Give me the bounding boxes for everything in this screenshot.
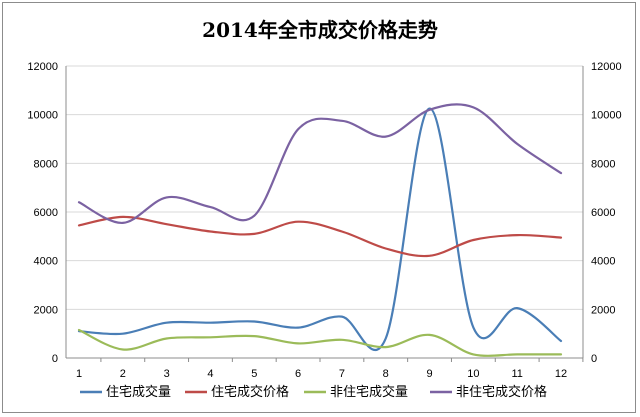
y-left-tick-label: 2000 xyxy=(34,304,58,316)
x-tick-label: 12 xyxy=(555,368,567,380)
x-tick-label: 1 xyxy=(76,368,82,380)
x-tick-label: 5 xyxy=(251,368,257,380)
x-tick-label: 2 xyxy=(120,368,126,380)
grid-lines xyxy=(66,65,583,359)
y-left-tick-label: 10000 xyxy=(27,110,58,122)
y-left-tick-label: 4000 xyxy=(34,256,58,268)
series-line-2 xyxy=(77,215,563,258)
x-tick-label: 11 xyxy=(511,368,522,380)
series-line-3 xyxy=(77,328,563,357)
legend-label: 非住宅成交量 xyxy=(330,384,408,400)
legend: 住宅成交量 住宅成交价格 非住宅成交量 非住宅成交价格 xyxy=(80,384,547,400)
axes: 0 0 2000 2000 4000 4000 6000 6000 8000 8000 10000 1… xyxy=(27,61,621,380)
legend-label: 住宅成交价格 xyxy=(211,384,289,400)
y-right-tick-label: 2000 xyxy=(591,304,615,316)
x-tick-label: 9 xyxy=(426,368,432,380)
y-right-tick-label: 12000 xyxy=(591,61,622,73)
x-tick-label: 10 xyxy=(467,368,479,380)
series-line-4 xyxy=(77,103,563,225)
x-tick-label: 8 xyxy=(383,368,389,380)
y-left-tick-label: 8000 xyxy=(34,158,58,170)
y-right-tick-label: 0 xyxy=(591,353,597,365)
y-right-tick-label: 10000 xyxy=(591,110,622,122)
y-right-tick-label: 6000 xyxy=(591,207,615,219)
x-tick-label: 7 xyxy=(339,368,345,380)
series-line-1 xyxy=(77,107,563,351)
y-left-tick-label: 6000 xyxy=(34,207,58,219)
y-left-tick-label: 0 xyxy=(52,353,58,365)
chart-title: 2014年全市成交价格走势 xyxy=(202,18,438,42)
y-left-tick-label: 12000 xyxy=(27,61,58,73)
y-right-tick-label: 8000 xyxy=(591,158,615,170)
x-tick-label: 6 xyxy=(295,368,301,380)
x-tick-label: 4 xyxy=(207,368,213,380)
y-right-tick-label: 4000 xyxy=(591,256,615,268)
x-tick-label: 3 xyxy=(164,368,170,380)
legend-label: 非住宅成交价格 xyxy=(456,384,547,400)
legend-label: 住宅成交量 xyxy=(106,384,171,400)
series-lines xyxy=(77,103,563,357)
